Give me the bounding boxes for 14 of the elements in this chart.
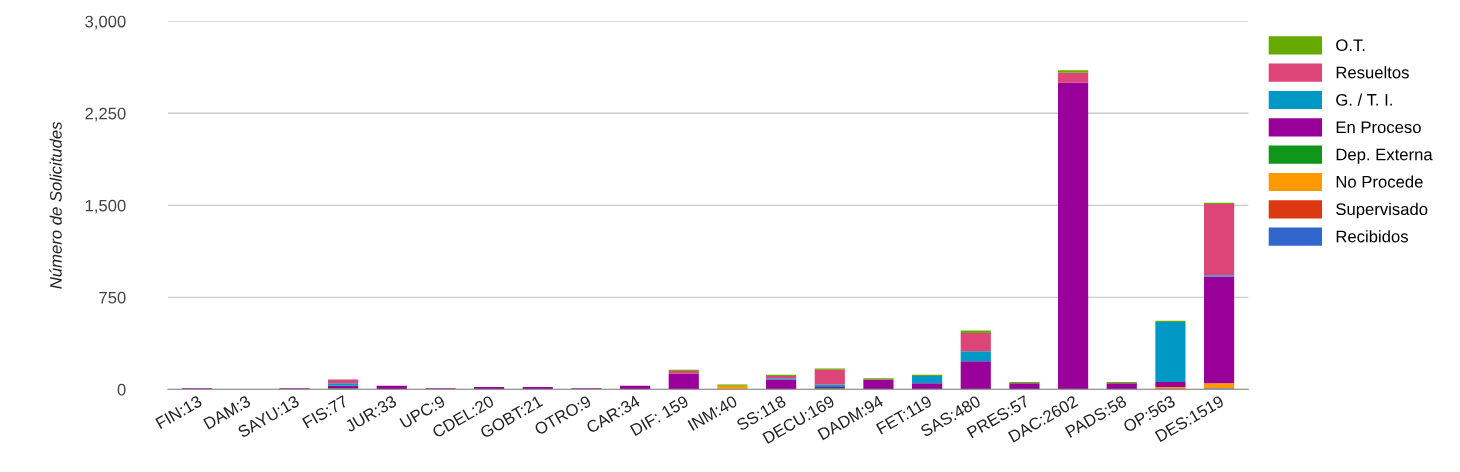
legend-label: Recibidos bbox=[1336, 230, 1408, 243]
y-tick-label: 750 bbox=[99, 291, 126, 304]
legend-label: Resueltos bbox=[1336, 66, 1409, 79]
legend-label: G. / T. I. bbox=[1336, 93, 1392, 106]
legend-label: O.T. bbox=[1336, 39, 1365, 52]
y-axis-title: Número de Solicitudes bbox=[49, 121, 62, 289]
y-tick-label: 2,250 bbox=[85, 107, 126, 122]
legend-label: Supervisado bbox=[1336, 202, 1428, 219]
y-tick-label: 3,000 bbox=[85, 15, 126, 30]
legend-label: En Proceso bbox=[1336, 121, 1421, 134]
y-tick-label: 0 bbox=[117, 383, 126, 396]
legend-label: Dep. Externa bbox=[1336, 148, 1433, 164]
legend-label: No Procede bbox=[1336, 175, 1423, 188]
y-tick-label: 1,500 bbox=[85, 199, 126, 214]
